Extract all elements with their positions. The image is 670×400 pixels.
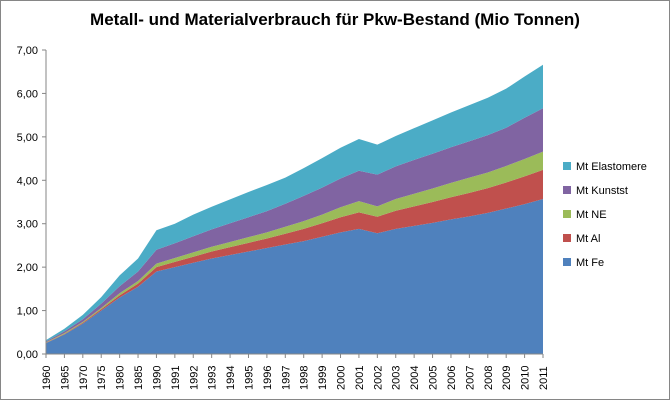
legend-label: Mt Al [576, 233, 600, 245]
x-tick-label: 1960 [41, 366, 53, 390]
legend: Mt Elastomere Mt Kunstst Mt NE Mt Al Mt Fe [563, 161, 647, 269]
x-tick-label: 1995 [243, 366, 255, 390]
y-tick-label: 6,00 [17, 88, 38, 100]
series-area-mt-al [46, 169, 543, 344]
x-tick-label: 2005 [428, 366, 440, 390]
x-tick-label: 2006 [446, 366, 458, 390]
legend-swatch [563, 234, 571, 242]
x-tick-label: 2001 [354, 366, 366, 390]
legend-label: Mt Fe [576, 257, 604, 269]
y-tick-label: 4,00 [17, 175, 38, 187]
legend-label: Mt NE [576, 209, 607, 221]
x-tick-label: 1996 [262, 366, 274, 390]
x-tick-label: 2000 [336, 366, 348, 390]
legend-swatch [563, 186, 571, 194]
y-tick-label: 0,00 [17, 349, 38, 361]
x-tick-label: 1970 [78, 366, 90, 390]
chart-title: Metall- und Materialverbrauch für Pkw-Be… [90, 10, 580, 29]
axes [45, 50, 543, 355]
x-tick-label: 1980 [115, 366, 127, 390]
legend-swatch [563, 210, 571, 218]
x-tick-label: 2010 [520, 366, 532, 390]
x-tick-label: 1965 [59, 366, 71, 390]
y-tick-label: 5,00 [17, 132, 38, 144]
x-tick-label: 1997 [280, 366, 292, 390]
series-areas [46, 64, 543, 354]
x-tick-label: 2011 [538, 366, 550, 390]
series-area-mt-kunstst [46, 108, 543, 343]
legend-swatch [563, 162, 571, 170]
series-area-mt-elastomere [46, 64, 543, 342]
x-tick-label: 1998 [299, 366, 311, 390]
series-area-mt-fe [46, 198, 543, 354]
x-tick-label: 2008 [483, 366, 495, 390]
x-tick-label: 2007 [464, 366, 476, 390]
x-tick-label: 1975 [96, 366, 108, 390]
x-tick-label: 1993 [207, 366, 219, 390]
legend-label: Mt Kunstst [576, 185, 628, 197]
x-tick-label: 2003 [391, 366, 403, 390]
x-tick-label: 1992 [188, 366, 200, 390]
y-tick-label: 3,00 [17, 219, 38, 231]
x-axis-ticks: 1960 1965 1970 1975 1980 1985 1990 1991 1992 1993… [41, 354, 550, 390]
legend-label: Mt Elastomere [576, 161, 647, 173]
y-tick-label: 7,00 [17, 45, 38, 57]
x-tick-label: 2002 [372, 366, 384, 390]
y-tick-label: 2,00 [17, 262, 38, 274]
series-area-mt-ne [46, 151, 543, 343]
x-tick-label: 1990 [151, 366, 163, 390]
legend-swatch [563, 258, 571, 266]
x-tick-label: 1991 [170, 366, 182, 390]
y-axis-ticks: 0,00 1,00 2,00 3,00 4,00 5,00 6,00 7,00 [17, 45, 46, 361]
x-tick-label: 2004 [409, 366, 421, 390]
x-tick-label: 2009 [501, 366, 513, 390]
x-tick-label: 1985 [133, 366, 145, 390]
y-tick-label: 1,00 [17, 306, 38, 318]
x-tick-label: 1999 [317, 366, 329, 390]
x-tick-label: 1994 [225, 366, 237, 390]
